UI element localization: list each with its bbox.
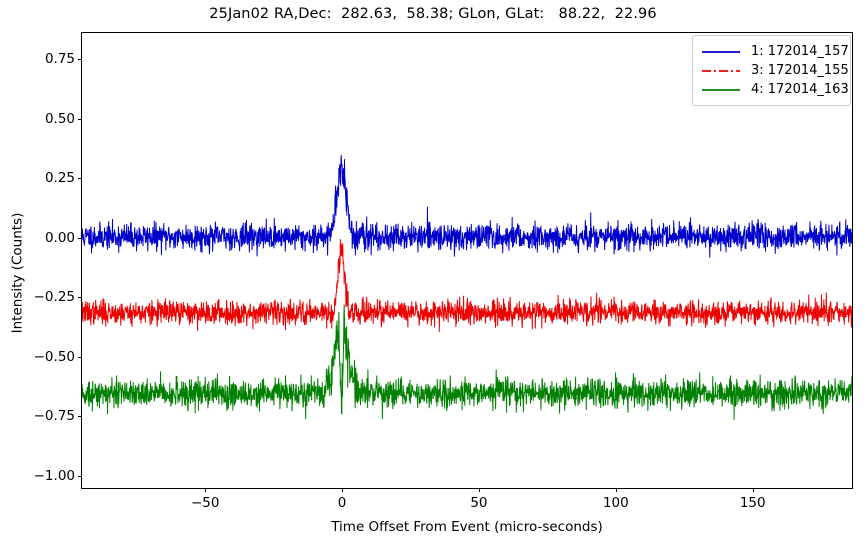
legend-item-label: 3: 172014_155 [751,63,849,78]
y-tick-label: −1.00 [33,467,75,484]
data-series-line [82,304,852,420]
legend-item: 1: 172014_157 [701,42,849,61]
y-tick-label: −0.75 [33,408,75,425]
y-tick-mark [78,475,82,477]
x-tick-label: −50 [190,495,220,511]
legend-line-swatch [701,65,741,77]
legend-item: 4: 172014_163 [701,80,849,99]
legend-line-swatch [701,84,741,96]
x-tick-label: 150 [739,495,766,511]
plot-axes: 0.75 0.50 0.25 0.00 −0.25 −0.50 −0.75 −1.00 −50… [34,32,853,511]
y-tick-mark [78,356,82,358]
x-tick-mark [478,488,480,492]
y-tick-label: 0.75 [44,51,75,68]
data-series-line [82,239,852,332]
y-tick-label: −0.50 [33,348,75,365]
x-tick-label: 0 [337,495,347,511]
legend-item-label: 1: 172014_157 [751,44,849,59]
x-tick-label: 100 [602,495,629,511]
y-tick-label: 0.50 [44,110,75,127]
legend-line-swatch [701,46,741,58]
y-tick-mark [78,59,82,61]
x-tick-mark [342,488,344,492]
y-axis-label-text: Intensity (Counts) [9,212,25,333]
legend-item-label: 4: 172014_163 [751,82,849,97]
plot-series-canvas [82,154,852,420]
y-tick-mark [78,118,82,120]
x-tick-mark [615,488,617,492]
x-tick-mark [752,488,754,492]
chart-legend: 1: 172014_157 3: 172014_155 4: 172014_163 [692,35,851,106]
y-tick-label: 0.25 [44,170,75,187]
y-tick-mark [78,416,82,418]
data-series-line [82,154,852,258]
chart-title: 25Jan02 RA,Dec: 282.63, 58.38; GLon, GLa… [209,6,657,22]
x-axis-label: Time Offset From Event (micro-seconds) [331,519,603,535]
y-tick-label: −0.25 [33,289,75,306]
y-axis-label: Intensity (Counts) [7,0,27,545]
y-tick-mark [78,297,82,299]
y-tick-mark [78,237,82,239]
y-tick-label: 0.00 [44,229,75,246]
x-tick-mark [205,488,207,492]
x-tick-label: 50 [470,495,488,511]
legend-item: 3: 172014_155 [701,61,849,80]
y-tick-mark [78,178,82,180]
